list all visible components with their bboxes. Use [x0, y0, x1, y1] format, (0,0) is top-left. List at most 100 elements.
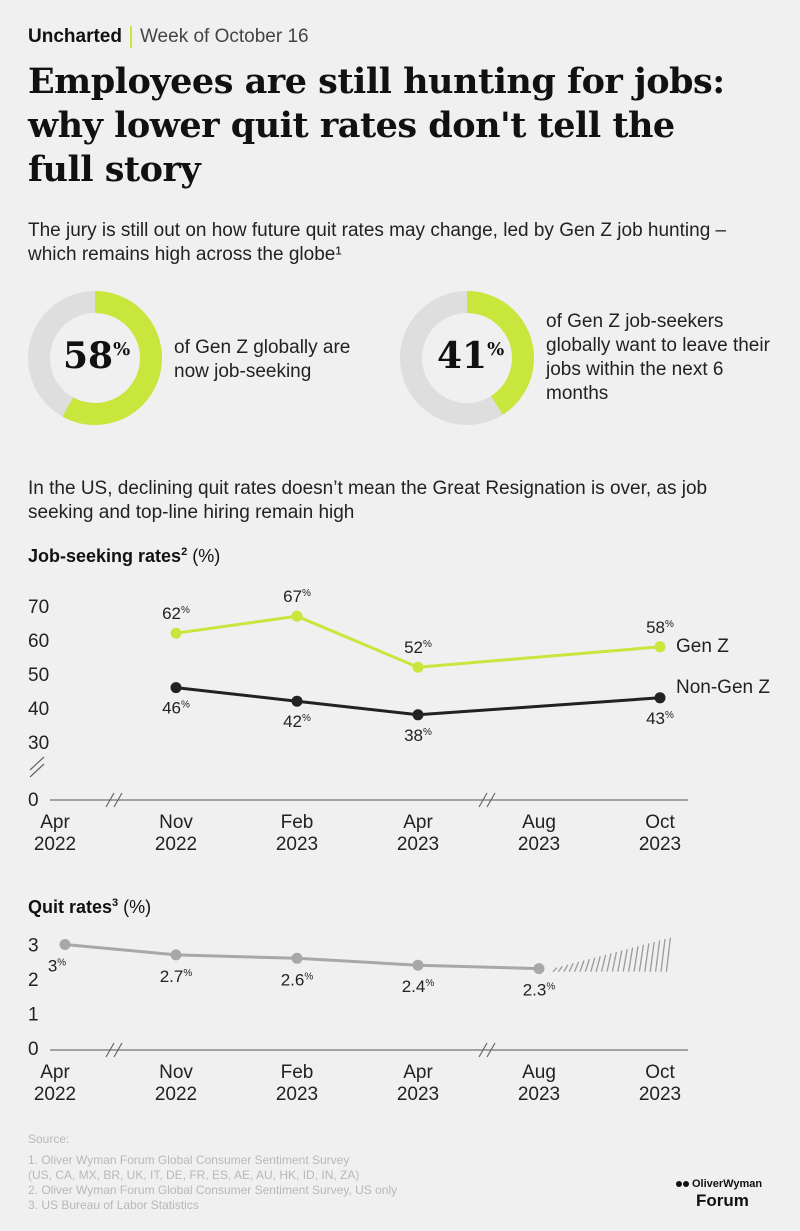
- projection-hatch: [552, 967, 558, 973]
- data-label: 67%: [283, 587, 311, 606]
- data-label: 42%: [283, 712, 311, 731]
- projection-hatch: [563, 964, 569, 972]
- projection-hatch: [590, 957, 596, 972]
- projection-hatch: [649, 941, 655, 972]
- brand-name: Uncharted: [28, 26, 122, 47]
- x-tick-label: 2023: [639, 1084, 681, 1105]
- donut-chart-gen-z-leave: 41%: [400, 291, 534, 425]
- data-point: [59, 939, 71, 950]
- x-tick-label: Oct: [645, 1062, 675, 1083]
- x-axis-break-mark: [105, 1042, 115, 1058]
- data-point: [654, 641, 666, 653]
- quit-rates-chart-title: Quit rates3 (%): [28, 897, 151, 918]
- x-tick-label: 2023: [639, 834, 681, 855]
- x-tick-label: 2022: [34, 834, 76, 855]
- data-label: 62%: [162, 604, 190, 623]
- us-intro-text: In the US, declining quit rates doesn’t …: [28, 478, 708, 523]
- projection-hatch: [633, 946, 639, 972]
- donut-chart-gen-z-job-seeking: 58%: [28, 291, 162, 425]
- projection-hatch: [579, 960, 585, 972]
- x-axis-break-mark: [478, 792, 488, 808]
- donut-percent-value: 58: [63, 335, 114, 377]
- data-label: 2.7%: [160, 967, 193, 986]
- x-tick-label: 2023: [518, 834, 560, 855]
- x-tick-label: Nov: [159, 812, 193, 833]
- donut-percent: 58%: [63, 335, 130, 377]
- kicker-divider: [129, 26, 132, 48]
- data-label: 52%: [404, 638, 432, 657]
- y-tick-label: 1: [28, 1005, 39, 1026]
- projection-hatch: [584, 958, 591, 972]
- projection-hatch: [644, 943, 650, 972]
- projection-hatch: [665, 937, 672, 972]
- week-label: Week of October 16: [139, 26, 309, 47]
- projection-hatch: [638, 944, 645, 972]
- data-point: [654, 692, 666, 704]
- y-tick-label: 3: [28, 936, 39, 957]
- logo-top-text: OliverWyman: [692, 1178, 763, 1190]
- x-axis-break-mark: [113, 792, 123, 808]
- y-axis-break-mark: [29, 763, 45, 778]
- x-tick-label: Apr: [40, 812, 70, 833]
- data-point: [412, 709, 424, 721]
- chart-title-text: Job-seeking rates: [28, 546, 182, 566]
- series-legend-label: Non-Gen Z: [676, 677, 770, 698]
- projection-hatch: [568, 963, 574, 972]
- data-point: [170, 682, 182, 694]
- x-axis-break-mark: [113, 1042, 123, 1058]
- x-axis-break-mark: [105, 792, 115, 808]
- x-tick-label: Apr: [403, 812, 433, 833]
- data-label: 3%: [48, 957, 66, 976]
- projection-hatch: [611, 951, 618, 972]
- series-line-gen-z: [175, 614, 661, 669]
- data-label: 2.3%: [523, 981, 556, 1000]
- data-point: [170, 627, 182, 639]
- x-tick-label: 2023: [397, 834, 439, 855]
- donut-percent: 41%: [437, 335, 504, 377]
- projection-hatch: [617, 950, 623, 972]
- x-tick-label: Oct: [645, 812, 675, 833]
- logo-bottom-text: Forum: [696, 1191, 749, 1210]
- data-point: [170, 949, 182, 961]
- donut-label-gen-z-leave: of Gen Z job-seekers globally want to le…: [546, 311, 770, 404]
- y-tick-label: 2: [28, 970, 39, 991]
- logo-top: OliverWyman: [676, 1178, 762, 1190]
- chart-title-unit: (%): [123, 897, 152, 917]
- x-axis-break-mark: [478, 1042, 488, 1058]
- x-tick-label: Aug: [522, 1062, 556, 1083]
- x-axis-break-mark: [486, 1042, 496, 1058]
- y-tick-label: 0: [28, 1039, 39, 1060]
- donut-label-gen-z-job-seeking: of Gen Z globally are now job-seeking: [174, 337, 351, 382]
- chart-title-text: Quit rates: [28, 897, 113, 917]
- job-seeking-chart-title: Job-seeking rates2 (%): [28, 546, 220, 567]
- source-line: 2. Oliver Wyman Forum Global Consumer Se…: [28, 1183, 398, 1197]
- x-tick-label: 2022: [155, 1084, 197, 1105]
- source-line: 1. Oliver Wyman Forum Global Consumer Se…: [28, 1153, 350, 1167]
- donut-percent-value: 41: [437, 335, 488, 377]
- x-tick-label: Apr: [403, 1062, 433, 1083]
- sources-title: Source:: [28, 1132, 70, 1146]
- donut-percent-symbol: %: [487, 339, 505, 360]
- data-label: 2.4%: [402, 977, 435, 996]
- x-tick-label: 2022: [155, 834, 197, 855]
- y-tick-label: 30: [28, 733, 49, 754]
- x-axis-break-mark: [486, 792, 496, 808]
- projection-hatch: [606, 953, 612, 972]
- x-tick-label: Nov: [159, 1062, 193, 1083]
- projection-hatch: [654, 940, 661, 972]
- data-label: 58%: [646, 618, 674, 637]
- intro-text: The jury is still out on how future quit…: [28, 220, 727, 265]
- x-tick-label: Apr: [40, 1062, 70, 1083]
- x-tick-label: 2023: [276, 834, 318, 855]
- x-tick-label: Feb: [281, 1062, 314, 1083]
- x-tick-label: Feb: [281, 812, 314, 833]
- data-label: 38%: [404, 726, 432, 745]
- x-tick-label: 2023: [276, 1084, 318, 1105]
- projection-hatch: [557, 965, 563, 973]
- sources: Source: 1. Oliver Wyman Forum Global Con…: [28, 1132, 397, 1213]
- data-label: 2.6%: [281, 970, 314, 989]
- y-tick-label: 50: [28, 665, 49, 686]
- kicker: Uncharted Week of October 16: [28, 26, 309, 48]
